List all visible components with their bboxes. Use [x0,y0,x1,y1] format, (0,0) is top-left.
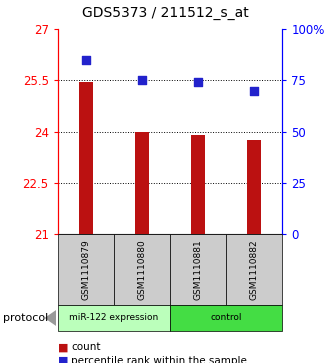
Bar [191,135,205,234]
Text: protocol: protocol [3,313,49,323]
Point [139,77,145,83]
Bar [135,132,149,234]
Text: miR-122 expression: miR-122 expression [69,314,158,322]
Text: GSM1110880: GSM1110880 [137,239,147,300]
Text: ■: ■ [58,356,68,363]
Point [195,79,201,85]
Text: GSM1110879: GSM1110879 [81,239,90,300]
Polygon shape [45,310,56,326]
Bar [247,140,261,234]
Text: percentile rank within the sample: percentile rank within the sample [71,356,247,363]
Text: count: count [71,342,100,352]
Text: GSM1110881: GSM1110881 [193,239,203,300]
Text: GSM1110882: GSM1110882 [249,239,259,300]
Bar [79,82,93,234]
Point [251,88,257,94]
Text: GDS5373 / 211512_s_at: GDS5373 / 211512_s_at [82,6,248,20]
Text: ■: ■ [58,342,68,352]
Point [83,57,88,63]
Text: control: control [210,314,242,322]
